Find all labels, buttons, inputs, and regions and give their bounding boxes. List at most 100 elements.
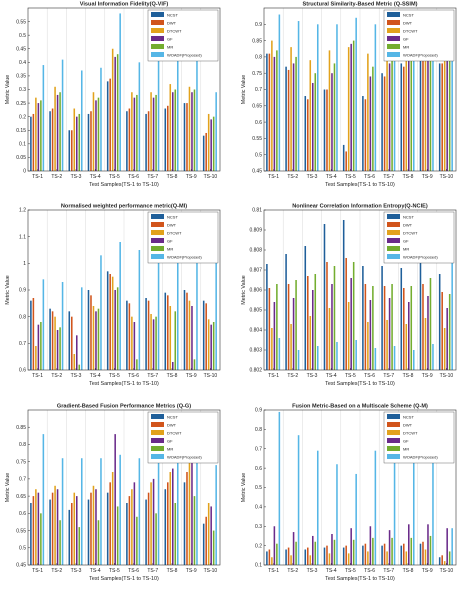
legend-swatch-6 <box>387 254 400 259</box>
bar-dwt-ts-8 <box>403 66 405 171</box>
bar-mr-ts-4 <box>97 308 100 370</box>
x-tick-label: TS-7 <box>147 568 158 574</box>
bar-woadf-proposed-ts-4 <box>336 464 338 565</box>
bar-woadf-proposed-ts-8 <box>176 51 179 171</box>
bar-ncst-ts-6 <box>362 545 364 566</box>
bar-mr-ts-3 <box>314 73 317 171</box>
bar-dtcwt-ts-10 <box>443 40 446 171</box>
bar-woadf-proposed-ts-3 <box>316 24 319 171</box>
bar-gf-ts-3 <box>312 82 314 171</box>
legend-swatch-4 <box>151 36 164 41</box>
bar-ncst-ts-1 <box>266 53 268 171</box>
x-tick-label: TS-1 <box>32 373 43 379</box>
bar-gf-ts-9 <box>427 524 429 565</box>
bar-dwt-ts-2 <box>287 547 290 565</box>
bar-woadf-proposed-ts-3 <box>80 458 83 565</box>
bar-dtcwt-ts-3 <box>73 492 76 565</box>
bar-dwt-ts-4 <box>326 89 328 171</box>
bar-dtcwt-ts-2 <box>290 47 292 172</box>
bar-mr-ts-6 <box>136 516 138 565</box>
bar-dwt-ts-4 <box>326 545 328 566</box>
bar-dwt-ts-8 <box>167 105 169 171</box>
bar-gf-ts-5 <box>350 528 352 565</box>
legend-label: GF <box>403 438 409 443</box>
bar-dtcwt-ts-5 <box>347 47 350 172</box>
bar-dtcwt-ts-2 <box>290 324 292 370</box>
bar-mr-ts-6 <box>372 286 374 370</box>
legend-swatch-1 <box>387 414 400 419</box>
legend-label: WOADF(Proposed) <box>167 52 202 57</box>
bar-dtcwt-ts-3 <box>309 316 312 370</box>
bar-mr-ts-1 <box>40 322 42 370</box>
x-tick-label: TS-2 <box>51 373 62 379</box>
bar-woadf-proposed-ts-1 <box>42 65 45 171</box>
legend-label: MR <box>403 246 409 251</box>
legend-label: DTCWT <box>403 230 418 235</box>
x-tick-label: TS-5 <box>109 174 120 180</box>
y-tick-label: 0.85 <box>16 425 26 431</box>
legend-swatch-4 <box>387 36 400 41</box>
bar-ncst-ts-9 <box>419 543 422 565</box>
y-tick-label: 0.3 <box>255 524 262 530</box>
legend-swatch-4 <box>387 438 400 443</box>
x-tick-label: TS-8 <box>167 174 178 180</box>
bar-gf-ts-4 <box>331 73 333 171</box>
bar-dtcwt-ts-9 <box>188 300 191 370</box>
bar-woadf-proposed-ts-4 <box>100 255 102 370</box>
bar-woadf-proposed-ts-7 <box>393 346 396 370</box>
bar-gf-ts-1 <box>37 103 40 171</box>
x-tick-label: TS-2 <box>287 174 298 180</box>
chart-title: Structural Similarity-Based Metric (Q-SS… <box>302 2 417 8</box>
bar-ncst-ts-9 <box>183 482 186 565</box>
chart-title: Visual Information Fidelity(Q-VIF) <box>80 2 169 8</box>
y-tick-label: 0.2 <box>19 114 26 120</box>
bar-dwt-ts-10 <box>441 292 443 370</box>
y-tick-label: 0.75 <box>16 459 26 465</box>
bar-dtcwt-ts-1 <box>35 489 37 565</box>
bar-dwt-ts-2 <box>287 284 290 370</box>
bar-gf-ts-8 <box>172 362 174 370</box>
bar-ncst-ts-8 <box>164 108 167 171</box>
bar-gf-ts-6 <box>133 322 136 370</box>
bar-gf-ts-2 <box>56 94 59 171</box>
legend-label: GF <box>167 238 173 243</box>
y-tick-label: 0.45 <box>252 169 262 175</box>
bar-ncst-ts-8 <box>164 292 167 370</box>
bar-ncst-ts-9 <box>419 56 422 171</box>
bar-ncst-ts-6 <box>362 96 364 171</box>
bar-dwt-ts-9 <box>422 56 424 171</box>
bar-mr-ts-9 <box>429 535 432 565</box>
x-axis-label: Test Samples(TS-1 to TS-10) <box>325 576 395 582</box>
x-tick-label: TS-4 <box>90 174 101 180</box>
bar-ncst-ts-3 <box>304 96 307 171</box>
legend-label: DWT <box>403 20 413 25</box>
legend-swatch-4 <box>151 438 164 443</box>
chart-panel-2: 0.45 0.5 0.55 0.6 0.65 0.7 0.75 0.8 0.85 0.9 TS-1 T… <box>241 2 457 188</box>
bar-mr-ts-10 <box>212 116 215 171</box>
bar-dwt-ts-1 <box>268 53 271 171</box>
bar-mr-ts-8 <box>174 503 177 565</box>
bar-gf-ts-6 <box>133 482 136 565</box>
x-tick-label: TS-4 <box>326 174 337 180</box>
x-axis-label: Test Samples(TS-1 to TS-10) <box>325 381 395 387</box>
bar-ncst-ts-7 <box>381 545 383 566</box>
x-tick-label: TS-10 <box>440 373 454 379</box>
x-tick-label: TS-7 <box>147 174 158 180</box>
bar-gf-ts-2 <box>292 298 295 370</box>
chart-panel-4: 0.802 0.803 0.804 0.805 0.806 0.807 0.808 0.809… <box>241 204 457 387</box>
bar-woadf-proposed-ts-7 <box>157 247 160 370</box>
y-axis-label: Metric Value <box>241 473 247 503</box>
chart-panel-1: 0 0.05 0.1 0.15 0.2 0.25 0.3 0.35 0.4 0.45 0.5 0.55… <box>5 2 221 188</box>
x-tick-label: TS-4 <box>90 568 101 574</box>
bar-mr-ts-4 <box>97 97 100 171</box>
bar-dtcwt-ts-8 <box>169 84 172 171</box>
bar-gf-ts-1 <box>273 526 276 565</box>
legend-swatch-3 <box>387 230 400 235</box>
bar-ncst-ts-5 <box>106 81 109 171</box>
bar-woadf-proposed-ts-2 <box>297 21 300 171</box>
bar-gf-ts-1 <box>37 324 40 370</box>
y-axis-label: Metric Value <box>5 275 11 305</box>
bar-woadf-proposed-ts-10 <box>215 465 217 565</box>
bar-mr-ts-3 <box>78 527 81 565</box>
bar-mr-ts-7 <box>391 53 393 171</box>
